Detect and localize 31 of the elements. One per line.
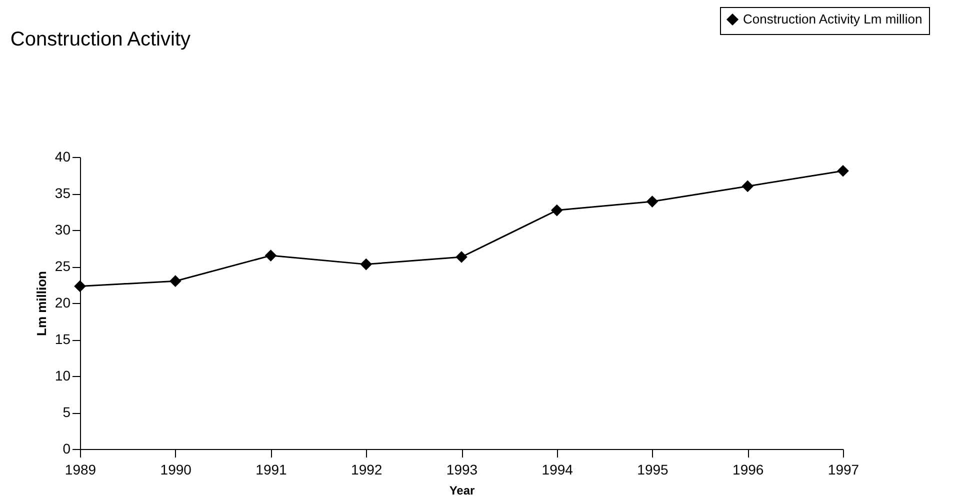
point xyxy=(837,164,849,177)
legend-label: Construction Activity Lm million xyxy=(743,12,922,26)
x-tick-label: 1992 xyxy=(351,462,382,478)
y-tick-label: 40 xyxy=(54,148,71,164)
y-axis-title: Lm million xyxy=(34,270,49,336)
point xyxy=(360,258,372,270)
x-tick-label: 1989 xyxy=(64,462,96,478)
y-tick-label: 25 xyxy=(54,258,71,274)
point xyxy=(646,196,658,208)
x-tick-label: 1991 xyxy=(256,462,288,478)
y-tick-label: 35 xyxy=(54,185,71,201)
y-tick-label: 30 xyxy=(54,222,71,238)
x-tick-label: 1996 xyxy=(732,462,764,478)
x-tick-label: 1993 xyxy=(446,462,478,478)
y-tick-label: 20 xyxy=(54,294,71,310)
x-tick-label: 1990 xyxy=(160,462,192,478)
point xyxy=(456,251,468,263)
y-tick-label: 5 xyxy=(62,404,71,420)
x-tick-label: 1997 xyxy=(828,462,860,478)
point xyxy=(742,180,754,192)
point xyxy=(74,280,86,292)
point xyxy=(550,204,563,216)
point xyxy=(169,275,182,288)
y-tick-label: 0 xyxy=(62,440,71,456)
point xyxy=(264,250,277,262)
y-tick-label: 15 xyxy=(54,331,71,347)
chart-title: Construction Activity xyxy=(10,28,191,50)
x-tick-label: 1995 xyxy=(637,462,669,478)
y-tick-label: 10 xyxy=(54,368,71,384)
x-axis-title: Year xyxy=(449,484,476,498)
x-tick-label: 1994 xyxy=(542,462,574,478)
